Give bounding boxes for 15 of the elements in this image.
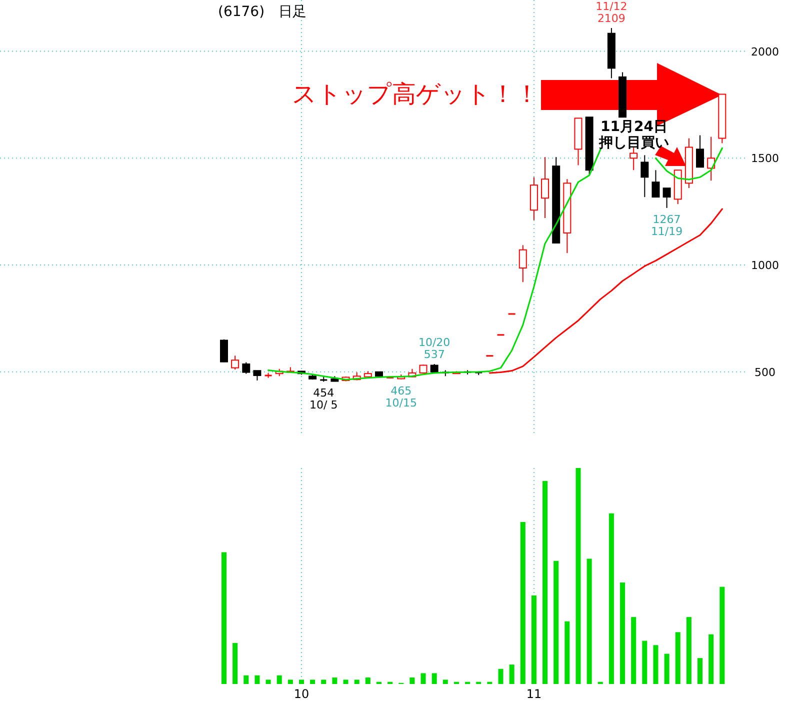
annotation: 押し目買い (598, 135, 669, 151)
y-tick-label: 2000 (751, 45, 779, 58)
annotation: 11月24日 (600, 119, 668, 135)
annotation: 465 10/15 (385, 384, 417, 410)
annotation: 10/20 537 (418, 336, 450, 361)
annotation: 11/12 2109 (596, 0, 628, 25)
y-tick-label: 500 (754, 366, 776, 379)
annotation: 454 10/ 5 (310, 386, 338, 412)
annotation: 1267 11/19 (650, 212, 683, 238)
y-tick-label: 1500 (751, 152, 779, 166)
annotation: ストップ高ゲット！！ (292, 80, 539, 108)
x-tick-label: 11 (526, 687, 542, 701)
x-tick-label: 10 (294, 687, 310, 701)
chart-title: (6176) 日足 (218, 4, 307, 20)
y-tick-label: 1000 (751, 259, 779, 272)
